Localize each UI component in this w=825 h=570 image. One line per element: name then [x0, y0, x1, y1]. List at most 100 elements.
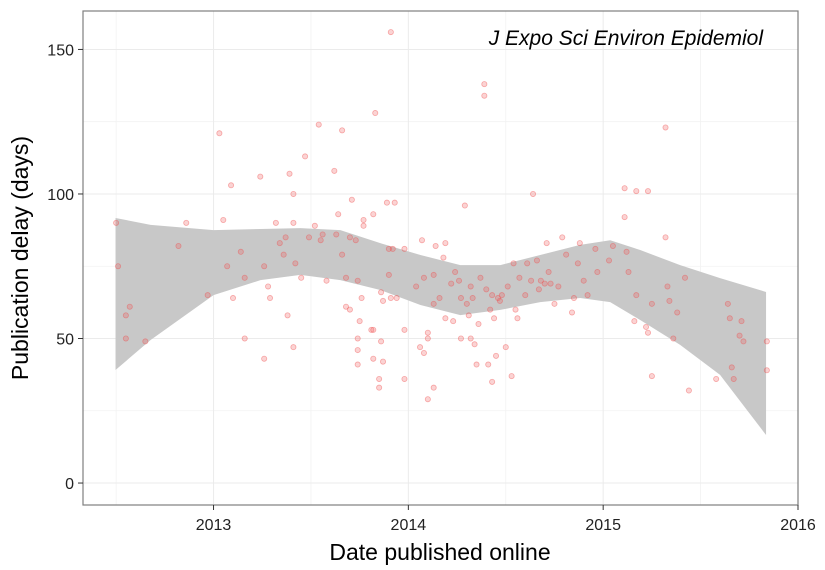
point [311, 222, 318, 229]
point [674, 309, 681, 316]
point [319, 231, 326, 238]
point [220, 216, 227, 223]
point [418, 237, 425, 244]
point [670, 335, 677, 342]
point [559, 234, 566, 241]
x-tick-label: 2013 [196, 517, 232, 534]
point [463, 300, 470, 307]
point [368, 326, 375, 333]
point [481, 92, 488, 99]
point [290, 344, 297, 351]
point [728, 364, 735, 371]
point [380, 358, 387, 365]
point [370, 326, 377, 333]
point [360, 222, 367, 229]
point [282, 234, 289, 241]
marks [113, 29, 770, 436]
point [685, 387, 692, 394]
point [333, 231, 340, 238]
point [662, 234, 669, 241]
point [555, 283, 562, 290]
point [183, 219, 190, 226]
point [576, 240, 583, 247]
point [339, 251, 346, 258]
point [763, 367, 770, 374]
point [436, 295, 443, 302]
point [354, 277, 361, 284]
point [354, 361, 361, 368]
point [358, 295, 365, 302]
point [606, 257, 613, 264]
point [276, 240, 283, 247]
point [401, 245, 408, 252]
point [224, 263, 231, 270]
point [286, 170, 293, 177]
point [261, 355, 268, 362]
point [621, 185, 628, 192]
point [477, 274, 484, 281]
point [401, 326, 408, 333]
point [424, 396, 431, 403]
point [535, 286, 542, 293]
point [456, 277, 463, 284]
point [471, 341, 478, 348]
point [512, 306, 519, 313]
point [378, 338, 385, 345]
point [547, 280, 554, 287]
point [461, 202, 468, 209]
point [424, 335, 431, 342]
point [570, 295, 577, 302]
point [592, 245, 599, 252]
point [522, 292, 529, 299]
point [504, 283, 511, 290]
point [664, 283, 671, 290]
point [467, 283, 474, 290]
point [383, 199, 390, 206]
point [623, 248, 630, 255]
point [261, 263, 268, 270]
point [346, 234, 353, 241]
point [473, 361, 480, 368]
point [356, 318, 363, 325]
point [387, 29, 394, 36]
point [391, 199, 398, 206]
point [331, 167, 338, 174]
point [609, 243, 616, 250]
point [315, 121, 322, 128]
point [465, 312, 472, 319]
point [126, 303, 133, 310]
point [736, 332, 743, 339]
point [354, 335, 361, 342]
point [489, 292, 496, 299]
point [420, 349, 427, 356]
point [346, 306, 353, 313]
point [483, 286, 490, 293]
point [485, 361, 492, 368]
confidence-band [115, 217, 767, 436]
x-axis-title: Date published online [329, 539, 550, 565]
point [631, 318, 638, 325]
y-tick-label: 150 [47, 42, 74, 59]
point [323, 277, 330, 284]
point [393, 295, 400, 302]
point [122, 335, 129, 342]
point [543, 240, 550, 247]
point [682, 274, 689, 281]
point [302, 153, 309, 160]
point [648, 373, 655, 380]
point [228, 182, 235, 189]
x-tick-label: 2016 [780, 517, 816, 534]
point [387, 295, 394, 302]
point [644, 188, 651, 195]
point [348, 196, 355, 203]
y-tick-label: 100 [47, 187, 74, 204]
point [648, 300, 655, 307]
point [524, 260, 531, 267]
x-tick-label: 2014 [391, 517, 427, 534]
point [633, 188, 640, 195]
point [498, 292, 505, 299]
point [305, 234, 312, 241]
point [122, 312, 129, 319]
point [440, 254, 447, 261]
